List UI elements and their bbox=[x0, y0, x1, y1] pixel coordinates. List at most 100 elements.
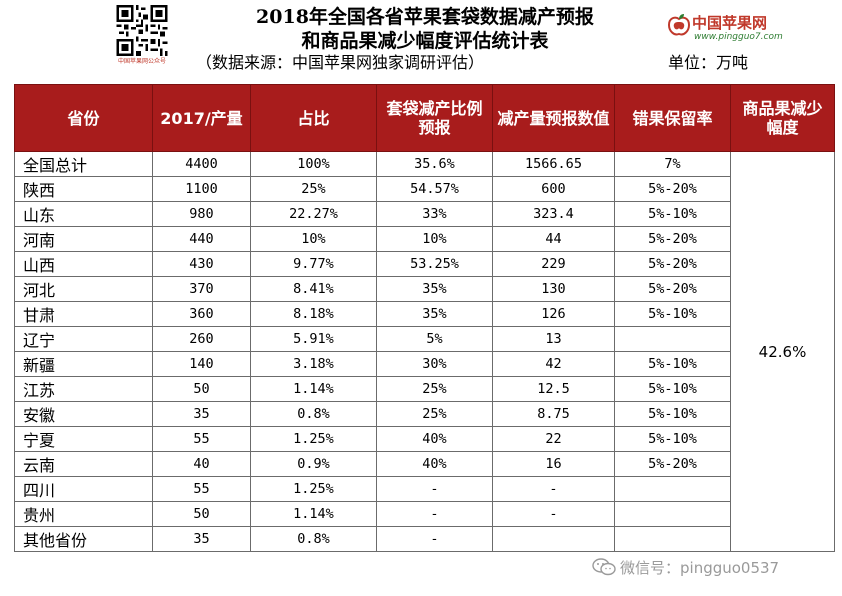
qr-code-icon bbox=[116, 5, 168, 56]
bag-cut-cell: 40% bbox=[376, 451, 493, 477]
table-row: 宁夏 55 1.25% 40% 22 5%-10% bbox=[14, 426, 835, 452]
cut-value-cell bbox=[492, 526, 615, 552]
share-cell: 22.27% bbox=[250, 201, 377, 227]
output-cell: 440 bbox=[152, 226, 251, 252]
table-row: 山东 980 22.27% 33% 323.4 5%-10% bbox=[14, 201, 835, 227]
output-cell: 980 bbox=[152, 201, 251, 227]
output-cell: 55 bbox=[152, 426, 251, 452]
bag-cut-cell: 33% bbox=[376, 201, 493, 227]
merged-reduction-cell: 42.6% bbox=[730, 151, 835, 552]
output-cell: 50 bbox=[152, 376, 251, 402]
watermark-text: 微信号：pingguo0537 bbox=[620, 558, 780, 577]
province-cell: 云南 bbox=[14, 451, 153, 477]
apple-logo-icon bbox=[667, 14, 691, 36]
unit-label: 单位：万吨 bbox=[668, 53, 749, 72]
bag-cut-cell: 54.57% bbox=[376, 176, 493, 202]
province-cell: 辽宁 bbox=[14, 326, 153, 352]
table-body: 全国总计 4400 100% 35.6% 1566.65 7% 42.6% 陕西 1100 25%… bbox=[14, 151, 835, 552]
table-row: 河北 370 8.41% 35% 130 5%-20% bbox=[14, 276, 835, 302]
province-cell: 陕西 bbox=[14, 176, 153, 202]
cut-value-cell: - bbox=[492, 476, 615, 502]
bag-cut-cell: - bbox=[376, 526, 493, 552]
province-cell: 宁夏 bbox=[14, 426, 153, 452]
bag-cut-cell: - bbox=[376, 476, 493, 502]
province-cell: 河南 bbox=[14, 226, 153, 252]
table-row: 陕西 1100 25% 54.57% 600 5%-20% bbox=[14, 176, 835, 202]
bag-cut-cell: 5% bbox=[376, 326, 493, 352]
retain-cell: 5%-10% bbox=[614, 376, 731, 402]
cut-value-cell: 22 bbox=[492, 426, 615, 452]
qr-code: 中国苹果网公众号 bbox=[98, 5, 186, 65]
cut-value-cell: 1566.65 bbox=[492, 151, 615, 177]
table-row: 辽宁 260 5.91% 5% 13 bbox=[14, 326, 835, 352]
share-cell: 25% bbox=[250, 176, 377, 202]
retain-cell: 7% bbox=[614, 151, 731, 177]
province-cell: 山东 bbox=[14, 201, 153, 227]
column-header: 商品果减少幅度 bbox=[730, 84, 835, 152]
retain-cell bbox=[614, 326, 731, 352]
table-row: 甘肃 360 8.18% 35% 126 5%-10% bbox=[14, 301, 835, 327]
table-row: 山西 430 9.77% 53.25% 229 5%-20% bbox=[14, 251, 835, 277]
bag-cut-cell: 35% bbox=[376, 276, 493, 302]
output-cell: 360 bbox=[152, 301, 251, 327]
column-header: 2017/产量 bbox=[152, 84, 251, 152]
cut-value-cell: - bbox=[492, 501, 615, 527]
cut-value-cell: 8.75 bbox=[492, 401, 615, 427]
share-cell: 3.18% bbox=[250, 351, 377, 377]
table-row: 四川 55 1.25% - - bbox=[14, 476, 835, 502]
qr-caption: 中国苹果网公众号 bbox=[117, 58, 166, 65]
cut-value-cell: 600 bbox=[492, 176, 615, 202]
table-row: 河南 440 10% 10% 44 5%-20% bbox=[14, 226, 835, 252]
retain-cell: 5%-20% bbox=[614, 451, 731, 477]
data-table: 省份 2017/产量 占比 套袋减产比例预报 减产量预报数值 错果保留率 商品果… bbox=[14, 84, 835, 552]
province-cell: 江苏 bbox=[14, 376, 153, 402]
province-cell: 新疆 bbox=[14, 351, 153, 377]
table-row: 云南 40 0.9% 40% 16 5%-20% bbox=[14, 451, 835, 477]
retain-cell: 5%-20% bbox=[614, 276, 731, 302]
column-header: 减产量预报数值 bbox=[492, 84, 615, 152]
share-cell: 1.25% bbox=[250, 426, 377, 452]
share-cell: 100% bbox=[250, 151, 377, 177]
output-cell: 140 bbox=[152, 351, 251, 377]
table-row: 安徽 35 0.8% 25% 8.75 5%-10% bbox=[14, 401, 835, 427]
brand-url: www.pingguo7.com bbox=[694, 32, 783, 42]
retain-cell: 5%-20% bbox=[614, 251, 731, 277]
share-cell: 1.14% bbox=[250, 376, 377, 402]
table-row: 贵州 50 1.14% - - bbox=[14, 501, 835, 527]
bag-cut-cell: 40% bbox=[376, 426, 493, 452]
table-row: 其他省份 35 0.8% - bbox=[14, 526, 835, 552]
province-cell: 全国总计 bbox=[14, 151, 153, 177]
province-cell: 四川 bbox=[14, 476, 153, 502]
province-cell: 甘肃 bbox=[14, 301, 153, 327]
page-title: 2018年全国各省苹果套袋数据减产预报 和商品果减少幅度评估统计表 bbox=[200, 5, 650, 53]
share-cell: 8.18% bbox=[250, 301, 377, 327]
share-cell: 9.77% bbox=[250, 251, 377, 277]
cut-value-cell: 16 bbox=[492, 451, 615, 477]
bag-cut-cell: 35% bbox=[376, 301, 493, 327]
bag-cut-cell: 53.25% bbox=[376, 251, 493, 277]
cut-value-cell: 323.4 bbox=[492, 201, 615, 227]
output-cell: 4400 bbox=[152, 151, 251, 177]
output-cell: 55 bbox=[152, 476, 251, 502]
column-header: 错果保留率 bbox=[614, 84, 731, 152]
retain-cell: 5%-10% bbox=[614, 301, 731, 327]
cut-value-cell: 42 bbox=[492, 351, 615, 377]
province-cell: 贵州 bbox=[14, 501, 153, 527]
share-cell: 10% bbox=[250, 226, 377, 252]
share-cell: 0.9% bbox=[250, 451, 377, 477]
cut-value-cell: 44 bbox=[492, 226, 615, 252]
brand-logo: 中国苹果网 www.pingguo7.com bbox=[666, 10, 816, 46]
province-cell: 其他省份 bbox=[14, 526, 153, 552]
output-cell: 50 bbox=[152, 501, 251, 527]
table-row: 江苏 50 1.14% 25% 12.5 5%-10% bbox=[14, 376, 835, 402]
province-cell: 安徽 bbox=[14, 401, 153, 427]
cut-value-cell: 13 bbox=[492, 326, 615, 352]
retain-cell: 5%-10% bbox=[614, 201, 731, 227]
retain-cell: 5%-10% bbox=[614, 351, 731, 377]
share-cell: 1.25% bbox=[250, 476, 377, 502]
cut-value-cell: 126 bbox=[492, 301, 615, 327]
output-cell: 370 bbox=[152, 276, 251, 302]
retain-cell: 5%-20% bbox=[614, 226, 731, 252]
output-cell: 1100 bbox=[152, 176, 251, 202]
bag-cut-cell: - bbox=[376, 501, 493, 527]
